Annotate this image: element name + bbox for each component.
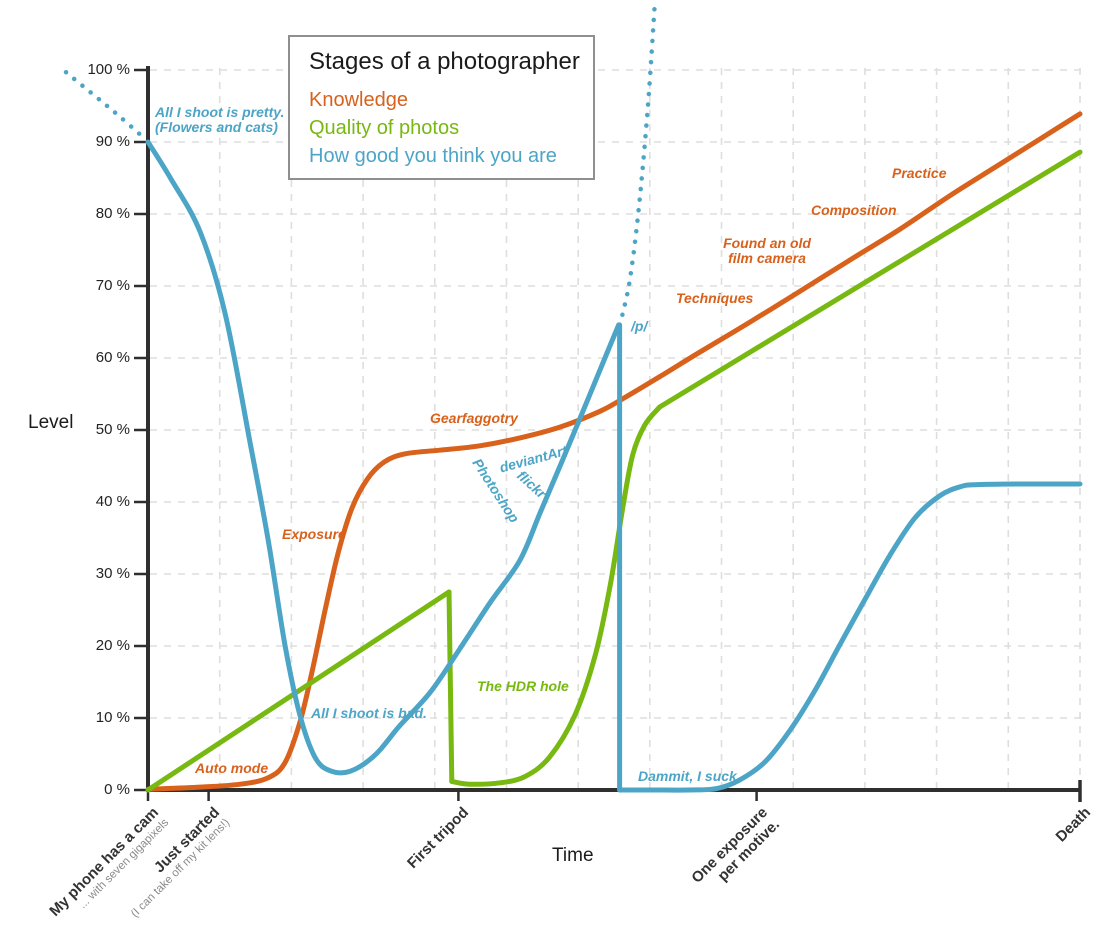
y-tick-label: 70 % bbox=[95, 277, 130, 295]
series-path-quality-of-photos bbox=[449, 404, 663, 787]
series-path-quality-of-photos bbox=[145, 589, 452, 793]
annotation-practice: Practice bbox=[892, 165, 947, 181]
legend-item-confidence: How good you think you are bbox=[309, 145, 557, 167]
y-axis-title: Level bbox=[28, 412, 74, 433]
annotation-techniques: Techniques bbox=[676, 290, 754, 306]
legend-item-quality: Quality of photos bbox=[309, 117, 460, 139]
annotation-dammit-i-suck: Dammit, I suck bbox=[638, 768, 737, 784]
series-path-how-good-you-think-you-are bbox=[620, 0, 658, 318]
y-tick-label: 50 % bbox=[95, 421, 130, 439]
y-tick-label: 20 % bbox=[95, 637, 130, 655]
y-tick-label: 0 % bbox=[104, 781, 130, 799]
x-axis-title: Time bbox=[552, 845, 594, 866]
y-tick-label: 40 % bbox=[95, 493, 130, 511]
series-path-knowledge bbox=[145, 111, 1083, 792]
annotation-composition: Composition bbox=[811, 202, 897, 218]
annotation-auto-mode: Auto mode bbox=[195, 760, 269, 776]
series-path-how-good-you-think-you-are bbox=[617, 481, 1083, 793]
y-tick-label: 30 % bbox=[95, 565, 130, 583]
y-tick-label: 90 % bbox=[95, 133, 130, 151]
series-path-quality-of-photos bbox=[446, 589, 455, 784]
series-path-how-good-you-think-you-are bbox=[145, 139, 622, 776]
series-path-quality-of-photos bbox=[657, 149, 1083, 410]
legend-item-knowledge: Knowledge bbox=[309, 89, 408, 111]
annotation-found-old-film-camera: Found an old film camera bbox=[723, 235, 811, 266]
annotation-the-hdr-hole: The HDR hole bbox=[477, 678, 569, 694]
annotation-exposure: Exposure bbox=[282, 526, 346, 542]
y-tick-label: 60 % bbox=[95, 349, 130, 367]
chart-title: Stages of a photographer bbox=[309, 48, 580, 75]
annotation-all-i-shoot-is-pretty: All I shoot is pretty. (Flowers and cats… bbox=[155, 104, 285, 135]
series-path-how-good-you-think-you-are bbox=[63, 69, 149, 143]
y-tick-label: 80 % bbox=[95, 205, 130, 223]
annotation-all-i-shoot-is-bad: All I shoot is bad. bbox=[311, 705, 427, 721]
y-tick-label: 100 % bbox=[87, 61, 130, 79]
legend-box: Stages of a photographer Knowledge Quali… bbox=[288, 35, 595, 180]
y-tick-label: 10 % bbox=[95, 709, 130, 727]
annotation-gearfaggotry: Gearfaggotry bbox=[430, 410, 518, 426]
annotation-p-board: /p/ bbox=[631, 318, 648, 334]
